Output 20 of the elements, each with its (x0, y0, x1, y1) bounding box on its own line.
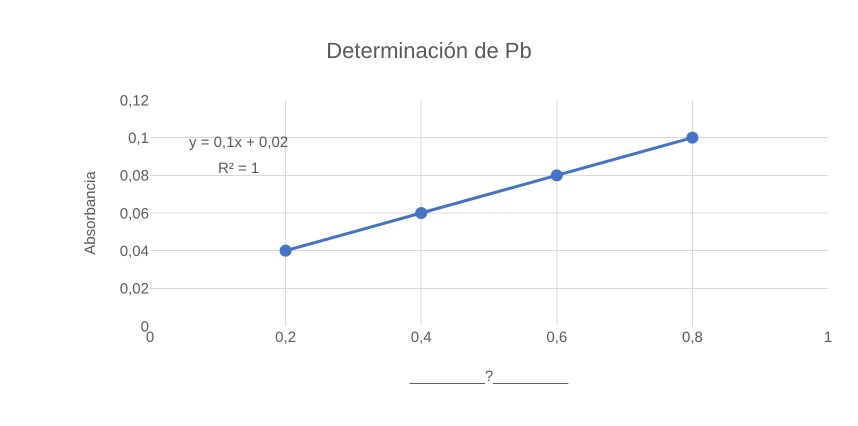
point (280, 244, 292, 257)
annotation: y = 0,1x + 0,02 (189, 134, 288, 151)
x-tick-label: 0,4 (410, 329, 432, 346)
x-tick-label: 0,2 (275, 329, 296, 346)
y-tick-label: 0,02 (120, 280, 149, 298)
annotation: R² = 1 (218, 160, 260, 177)
y-tick-label: 0,04 (120, 242, 149, 260)
x-tick-label: 0,8 (682, 329, 703, 346)
y-axis-title: Absorbancia (82, 170, 100, 255)
point (415, 207, 428, 219)
y-tick-label: 0,08 (120, 168, 149, 185)
point (550, 169, 563, 182)
chart-title: Determinación de Pb (326, 38, 532, 63)
x-axis-title: _________?_________ (408, 368, 569, 385)
x-tick-label: 0,6 (546, 329, 568, 346)
y-tick-label: 0,1 (128, 130, 149, 147)
y-tick-label: 0,12 (120, 92, 149, 110)
x-tick-label: 1 (824, 329, 832, 346)
point (686, 132, 698, 144)
y-tick-label: 0,06 (120, 205, 149, 222)
